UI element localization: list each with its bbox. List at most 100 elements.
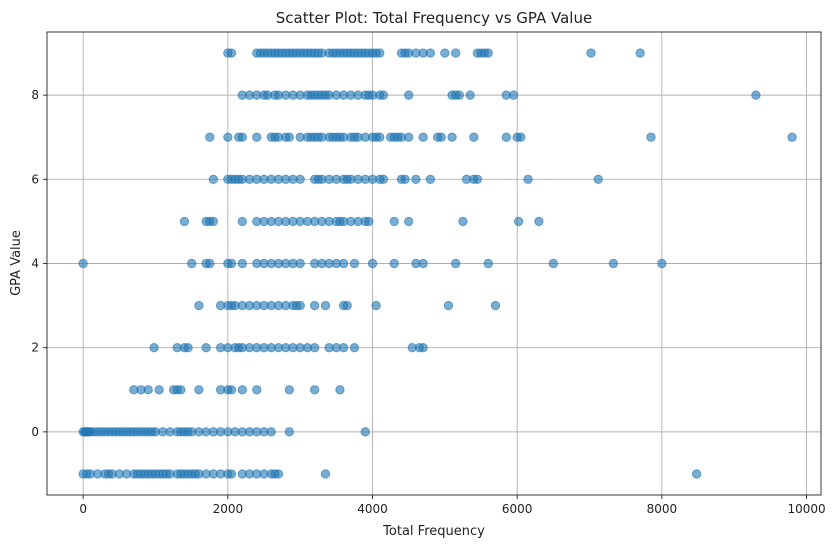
data-point xyxy=(378,90,389,100)
data-point xyxy=(375,48,385,58)
data-point xyxy=(787,132,797,142)
data-point xyxy=(490,300,501,311)
y-tick-label: 4 xyxy=(31,257,39,271)
data-point xyxy=(364,216,374,227)
data-point xyxy=(179,216,190,227)
data-point xyxy=(646,132,656,142)
data-point xyxy=(508,90,519,100)
data-point xyxy=(273,469,284,479)
data-point xyxy=(295,300,305,311)
data-point xyxy=(436,132,446,142)
data-point xyxy=(367,258,378,269)
data-points xyxy=(78,48,797,479)
data-point xyxy=(403,132,414,142)
data-point xyxy=(349,342,360,353)
x-tick-label: 6000 xyxy=(502,502,533,516)
data-point xyxy=(516,132,526,142)
data-point xyxy=(447,132,457,142)
data-point xyxy=(320,300,331,311)
data-point xyxy=(443,300,454,311)
data-point xyxy=(501,132,512,142)
data-point xyxy=(691,469,702,479)
data-point xyxy=(342,300,352,311)
data-point xyxy=(338,258,349,269)
data-point xyxy=(252,132,262,142)
data-point xyxy=(338,342,349,353)
data-point xyxy=(226,469,237,479)
data-point xyxy=(186,258,197,269)
data-point xyxy=(223,132,233,142)
y-axis-label: GPA Value xyxy=(9,230,24,296)
data-point xyxy=(389,258,399,269)
grid xyxy=(47,32,821,495)
data-point xyxy=(295,174,305,185)
data-point xyxy=(378,174,389,185)
y-tick-label: 6 xyxy=(31,172,39,186)
data-point xyxy=(194,300,204,311)
data-point xyxy=(548,258,559,269)
data-point xyxy=(483,48,493,58)
data-point xyxy=(309,342,320,353)
x-tick-label: 10000 xyxy=(787,502,825,516)
data-point xyxy=(657,258,667,269)
data-point xyxy=(237,132,248,142)
data-point xyxy=(751,90,761,100)
data-point xyxy=(425,174,436,185)
data-point xyxy=(237,216,248,227)
data-point xyxy=(608,258,619,269)
data-point xyxy=(349,258,360,269)
data-point xyxy=(513,216,524,227)
data-point xyxy=(593,174,603,185)
x-tick-label: 4000 xyxy=(357,502,388,516)
data-point xyxy=(284,132,295,142)
data-point xyxy=(176,385,186,395)
data-point xyxy=(403,216,414,227)
data-point xyxy=(403,90,414,100)
data-point xyxy=(360,427,370,437)
x-tick-label: 2000 xyxy=(213,502,244,516)
data-point xyxy=(469,132,479,142)
data-point xyxy=(451,48,461,58)
data-point xyxy=(465,90,475,100)
data-point xyxy=(458,216,468,227)
data-point xyxy=(400,174,410,185)
y-tick-label: 8 xyxy=(31,88,39,102)
data-point xyxy=(451,258,461,269)
data-point xyxy=(454,90,465,100)
data-point xyxy=(389,216,399,227)
data-point xyxy=(226,258,237,269)
data-point xyxy=(194,385,204,395)
data-point xyxy=(284,427,295,437)
data-point xyxy=(411,174,421,185)
data-point xyxy=(534,216,544,227)
axis-ticks: 0 2000 4000 6000 8000 10000 0 2 4 6 8 xyxy=(31,88,825,516)
data-point xyxy=(472,174,483,185)
data-point xyxy=(208,174,219,185)
y-tick-label: 2 xyxy=(31,341,39,355)
data-point xyxy=(418,132,428,142)
data-point xyxy=(425,48,436,58)
data-point xyxy=(523,174,533,185)
data-point xyxy=(183,342,193,353)
data-point xyxy=(226,48,237,58)
chart-title: Scatter Plot: Total Frequency vs GPA Val… xyxy=(276,9,592,27)
data-point xyxy=(371,300,381,311)
data-point xyxy=(418,258,428,269)
data-point xyxy=(375,132,385,142)
data-point xyxy=(295,258,305,269)
data-point xyxy=(143,385,153,395)
data-point xyxy=(320,469,331,479)
data-point xyxy=(205,132,215,142)
data-point xyxy=(205,258,215,269)
data-point xyxy=(440,48,450,58)
data-point xyxy=(309,300,320,311)
data-point xyxy=(483,258,493,269)
data-point xyxy=(201,342,211,353)
data-point xyxy=(154,385,164,395)
data-point xyxy=(418,342,428,353)
x-tick-label: 8000 xyxy=(647,502,678,516)
data-point xyxy=(78,258,88,269)
data-point xyxy=(208,216,219,227)
